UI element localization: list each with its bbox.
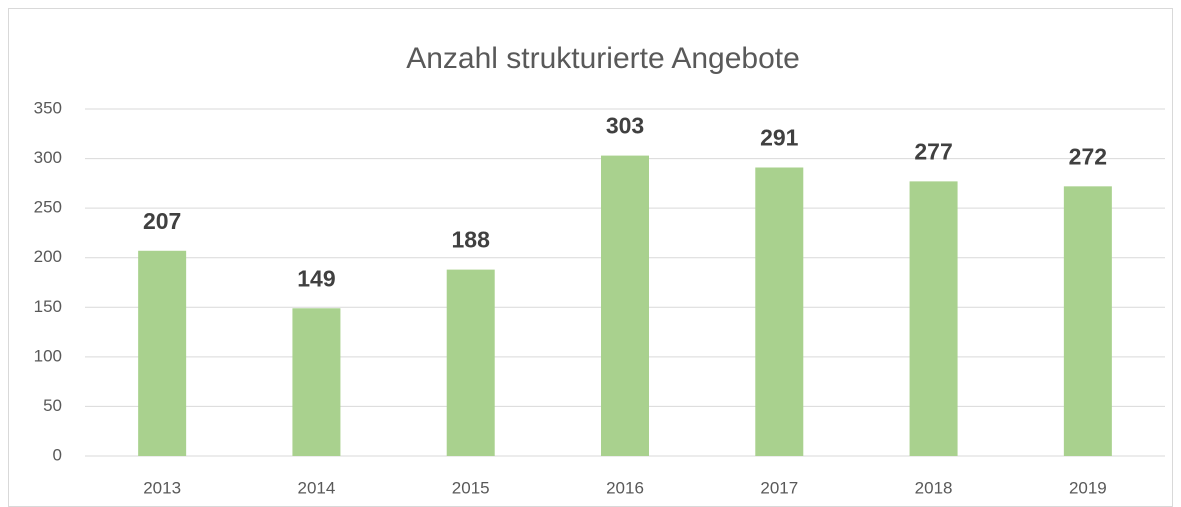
bar	[909, 181, 958, 457]
y-tick-label: 300	[34, 148, 62, 167]
x-tick-label: 2013	[143, 478, 181, 497]
data-label: 277	[914, 138, 952, 164]
x-tick-label: 2016	[606, 478, 644, 497]
x-tick-label: 2018	[915, 478, 953, 497]
data-label: 188	[452, 227, 491, 253]
y-tick-label: 50	[43, 396, 62, 415]
bar	[755, 167, 804, 456]
y-tick-label: 350	[34, 98, 62, 117]
bar	[1063, 186, 1112, 456]
chart-title: Anzahl strukturierte Angebote	[406, 42, 800, 75]
x-tick-label: 2015	[452, 478, 490, 497]
y-tick-label: 150	[34, 297, 62, 316]
bar	[292, 308, 341, 456]
y-tick-label: 250	[34, 198, 62, 217]
data-label: 207	[143, 208, 181, 234]
data-label: 272	[1069, 143, 1107, 169]
x-tick-label: 2019	[1069, 478, 1107, 497]
x-tick-label: 2014	[298, 478, 336, 497]
bar	[446, 269, 495, 456]
bar	[601, 155, 649, 456]
bar	[138, 250, 187, 456]
x-tick-label: 2017	[760, 478, 798, 497]
y-tick-label: 100	[34, 346, 62, 365]
y-tick-label: 0	[53, 445, 62, 464]
data-label: 303	[606, 113, 644, 139]
data-label: 291	[760, 125, 799, 151]
data-label: 149	[297, 265, 335, 291]
y-tick-label: 200	[34, 247, 62, 266]
